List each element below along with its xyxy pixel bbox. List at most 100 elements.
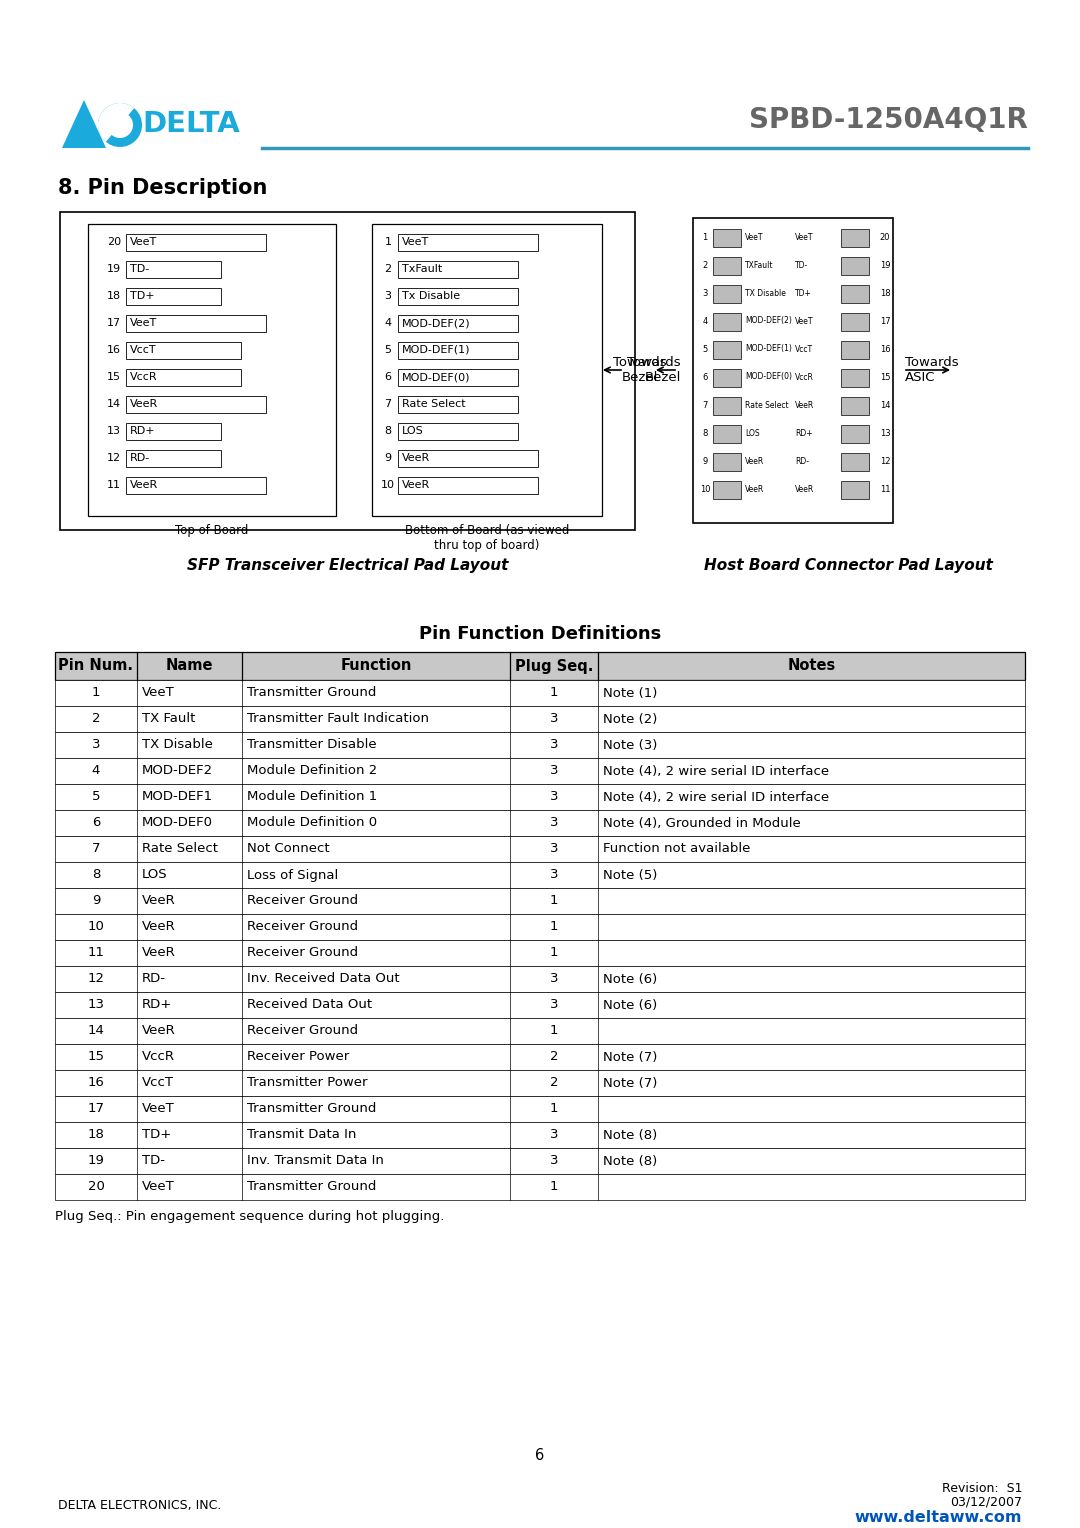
Bar <box>693 219 893 523</box>
Text: MOD-DEF(1): MOD-DEF(1) <box>402 345 471 354</box>
Text: Revision:  S1: Revision: S1 <box>942 1482 1022 1494</box>
Text: Transmitter Disable: Transmitter Disable <box>247 738 377 752</box>
Text: VeeR: VeeR <box>402 480 430 490</box>
Text: Note (2): Note (2) <box>603 712 658 726</box>
Bar <box>55 784 1025 810</box>
Wedge shape <box>98 102 134 142</box>
Text: VccR: VccR <box>130 371 158 382</box>
Bar <box>713 341 741 359</box>
Text: 13: 13 <box>880 428 890 437</box>
Text: RD+: RD+ <box>795 428 812 437</box>
Bar <box>126 368 241 387</box>
Bar <box>399 287 518 306</box>
Text: Plug Seq.: Pin engagement sequence during hot plugging.: Plug Seq.: Pin engagement sequence durin… <box>55 1210 444 1222</box>
Bar <box>399 261 518 278</box>
Text: Module Definition 2: Module Definition 2 <box>247 764 377 778</box>
Text: 8: 8 <box>384 426 392 435</box>
Text: Note (6): Note (6) <box>603 972 658 986</box>
Text: 19: 19 <box>107 264 121 274</box>
Text: 6: 6 <box>536 1447 544 1462</box>
Text: Top of Board: Top of Board <box>175 524 248 536</box>
Circle shape <box>98 102 141 147</box>
Bar <box>713 397 741 416</box>
Bar <box>55 706 1025 732</box>
Bar <box>399 234 538 251</box>
Text: DELTA ELECTRONICS, INC.: DELTA ELECTRONICS, INC. <box>58 1499 221 1511</box>
Text: 17: 17 <box>107 318 121 329</box>
Bar <box>55 940 1025 966</box>
Text: VccR: VccR <box>795 373 814 382</box>
Text: 10: 10 <box>381 480 395 490</box>
Bar <box>55 1070 1025 1096</box>
Text: 03/12/2007: 03/12/2007 <box>950 1496 1022 1508</box>
Text: 3: 3 <box>550 712 558 726</box>
Text: VeeR: VeeR <box>141 946 176 960</box>
Text: VeeR: VeeR <box>745 457 765 466</box>
Bar <box>713 452 741 471</box>
Text: 1: 1 <box>550 1181 558 1193</box>
Text: 5: 5 <box>92 790 100 804</box>
Text: TX Fault: TX Fault <box>141 712 195 726</box>
Text: Host Board Connector Pad Layout: Host Board Connector Pad Layout <box>703 558 993 573</box>
Text: Receiver Ground: Receiver Ground <box>247 1024 359 1038</box>
Text: TD-: TD- <box>795 260 808 269</box>
Text: Notes: Notes <box>787 659 836 674</box>
Text: Tx Disable: Tx Disable <box>402 290 460 301</box>
Text: Bottom of Board (as viewed
thru top of board): Bottom of Board (as viewed thru top of b… <box>405 524 569 552</box>
Text: Transmitter Ground: Transmitter Ground <box>247 1103 376 1115</box>
Text: 20: 20 <box>880 232 890 241</box>
Polygon shape <box>62 99 106 148</box>
Bar <box>126 477 266 494</box>
Text: TxFault: TxFault <box>402 264 442 274</box>
Text: 18: 18 <box>87 1129 105 1141</box>
Text: 13: 13 <box>107 426 121 435</box>
Text: 15: 15 <box>87 1051 105 1063</box>
Bar <box>713 368 741 387</box>
Text: Receiver Power: Receiver Power <box>247 1051 349 1063</box>
Text: Received Data Out: Received Data Out <box>247 998 373 1012</box>
Bar <box>399 423 518 440</box>
Text: RD+: RD+ <box>141 998 172 1012</box>
Text: 18: 18 <box>880 289 890 298</box>
Bar <box>55 1018 1025 1044</box>
Text: 1: 1 <box>702 232 707 241</box>
Text: 1: 1 <box>550 946 558 960</box>
Text: TX Disable: TX Disable <box>141 738 213 752</box>
Text: 3: 3 <box>550 738 558 752</box>
Text: Note (8): Note (8) <box>603 1129 658 1141</box>
Text: 8: 8 <box>92 868 100 882</box>
Text: 7: 7 <box>92 842 100 856</box>
Text: LOS: LOS <box>402 426 423 435</box>
Text: MOD-DEF(0): MOD-DEF(0) <box>402 371 471 382</box>
Text: MOD-DEF1: MOD-DEF1 <box>141 790 213 804</box>
Bar <box>841 397 869 416</box>
Text: TD+: TD+ <box>141 1129 172 1141</box>
Text: 17: 17 <box>880 316 890 325</box>
Text: RD-: RD- <box>795 457 809 466</box>
Text: 11: 11 <box>87 946 105 960</box>
Text: 3: 3 <box>702 289 707 298</box>
Bar <box>713 425 741 443</box>
Text: 12: 12 <box>107 452 121 463</box>
Text: 15: 15 <box>880 373 890 382</box>
Bar <box>126 315 266 332</box>
Bar <box>126 396 266 413</box>
Text: TX Disable: TX Disable <box>745 289 786 298</box>
Bar <box>55 888 1025 914</box>
Bar <box>841 425 869 443</box>
Bar <box>55 758 1025 784</box>
Text: 9: 9 <box>702 457 707 466</box>
Text: Receiver Ground: Receiver Ground <box>247 920 359 934</box>
Text: 2: 2 <box>384 264 392 274</box>
Bar <box>87 225 336 516</box>
Text: 6: 6 <box>384 371 391 382</box>
Text: VeeR: VeeR <box>745 484 765 494</box>
Bar <box>60 212 635 530</box>
Text: MOD-DEF(2): MOD-DEF(2) <box>745 316 792 325</box>
Text: 1: 1 <box>550 894 558 908</box>
Text: 2: 2 <box>550 1051 558 1063</box>
Bar <box>55 1122 1025 1148</box>
Text: 3: 3 <box>550 816 558 830</box>
Text: VeeR: VeeR <box>795 484 814 494</box>
Text: Note (4), Grounded in Module: Note (4), Grounded in Module <box>603 816 800 830</box>
